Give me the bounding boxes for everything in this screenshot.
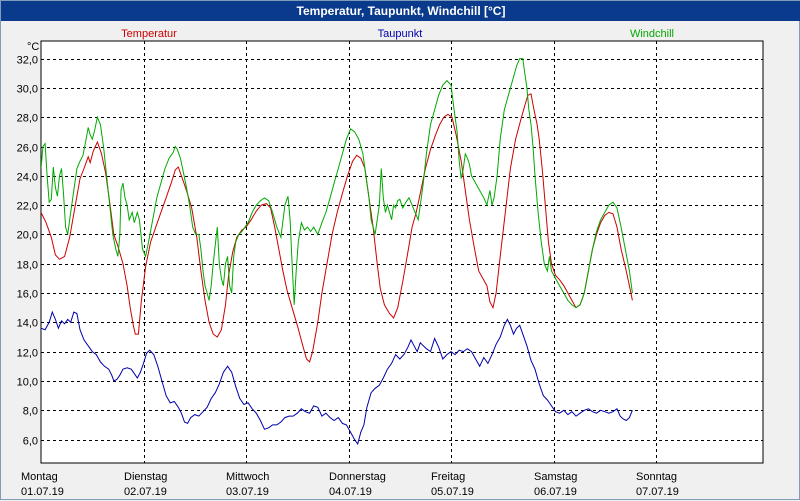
y-tick-label: 12,0 (17, 348, 38, 360)
x-date-label: 05.07.19 (431, 486, 474, 498)
y-tick-label: 6,0 (23, 436, 38, 448)
y-tick-label: 24,0 (17, 172, 38, 184)
chart-title: Temperatur, Taupunkt, Windchill [°C] (1, 1, 800, 21)
x-date-label: 01.07.19 (21, 486, 64, 498)
x-date-label: 03.07.19 (226, 486, 269, 498)
x-date-label: 07.07.19 (636, 486, 679, 498)
legend-windchill: Windchill (630, 28, 674, 40)
y-tick-label: 8,0 (23, 406, 38, 418)
x-day-label: Samstag (534, 471, 577, 483)
x-date-label: 02.07.19 (124, 486, 167, 498)
series-line-taupunkt (41, 310, 633, 446)
y-tick-label: 14,0 (17, 318, 38, 330)
x-day-label: Mittwoch (226, 471, 269, 483)
y-tick-label: 10,0 (17, 377, 38, 389)
x-day-label: Sonntag (636, 471, 677, 483)
x-date-label: 04.07.19 (329, 486, 372, 498)
x-day-label: Dienstag (124, 471, 167, 483)
y-axis-unit: °C (27, 41, 39, 53)
x-day-label: Montag (21, 471, 58, 483)
x-day-label: Freitag (431, 471, 465, 483)
legend-taupunkt: Taupunkt (378, 28, 423, 40)
y-tick-label: 28,0 (17, 113, 38, 125)
plot-area (40, 40, 764, 464)
y-tick-label: 22,0 (17, 201, 38, 213)
y-tick-label: 26,0 (17, 143, 38, 155)
x-date-label: 06.07.19 (534, 486, 577, 498)
series-line-windchill (41, 58, 633, 309)
y-tick-label: 32,0 (17, 55, 38, 67)
y-tick-label: 30,0 (17, 84, 38, 96)
y-tick-label: 20,0 (17, 230, 38, 242)
series-line-temperatur (41, 93, 633, 363)
x-day-label: Donnerstag (329, 471, 386, 483)
legend-temperatur: Temperatur (121, 28, 177, 40)
y-tick-label: 18,0 (17, 260, 38, 272)
y-tick-label: 16,0 (17, 289, 38, 301)
